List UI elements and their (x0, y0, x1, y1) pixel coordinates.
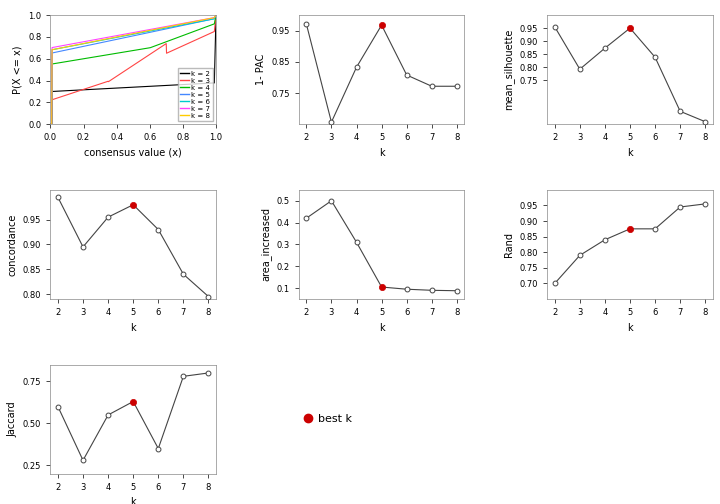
Y-axis label: P(X <= x): P(X <= x) (12, 45, 22, 94)
Y-axis label: Jaccard: Jaccard (7, 401, 17, 437)
X-axis label: k: k (130, 323, 136, 333)
X-axis label: k: k (627, 323, 633, 333)
Y-axis label: 1- PAC: 1- PAC (256, 54, 266, 85)
X-axis label: consensus value (x): consensus value (x) (84, 148, 182, 158)
Y-axis label: concordance: concordance (7, 213, 17, 276)
X-axis label: k: k (379, 148, 384, 158)
Y-axis label: Rand: Rand (504, 232, 514, 257)
Y-axis label: area_increased: area_increased (260, 208, 271, 281)
X-axis label: k: k (130, 497, 136, 504)
Legend: best k: best k (299, 410, 356, 428)
X-axis label: k: k (379, 323, 384, 333)
Legend: k = 2, k = 3, k = 4, k = 5, k = 6, k = 7, k = 8: k = 2, k = 3, k = 4, k = 5, k = 6, k = 7… (179, 69, 212, 121)
X-axis label: k: k (627, 148, 633, 158)
Y-axis label: mean_silhouette: mean_silhouette (503, 29, 514, 110)
